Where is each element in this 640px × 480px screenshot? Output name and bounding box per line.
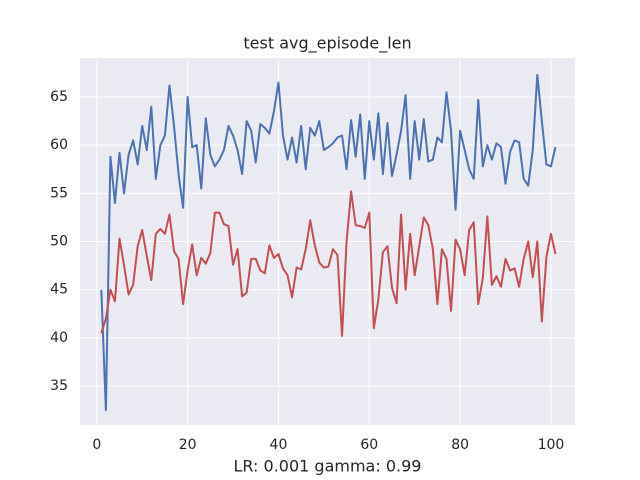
- y-tick-label: 55: [50, 185, 68, 201]
- y-tick-label: 40: [50, 330, 68, 346]
- y-tick-label: 60: [50, 137, 68, 153]
- x-tick-label: 20: [179, 437, 197, 453]
- chart-title: test avg_episode_len: [243, 34, 411, 54]
- y-tick-label: 45: [50, 282, 68, 298]
- data-line: [100, 73, 557, 412]
- x-tick-label: 0: [92, 437, 101, 453]
- x-tick-label: 80: [451, 437, 469, 453]
- x-tick-label: 60: [360, 437, 378, 453]
- x-tick-label: 100: [538, 437, 565, 453]
- y-tick-label: 50: [50, 234, 68, 250]
- data-line: [100, 190, 557, 337]
- y-tick-label: 35: [50, 378, 68, 394]
- x-tick-label: 40: [270, 437, 288, 453]
- x-axis-label: LR: 0.001 gamma: 0.99: [234, 457, 422, 476]
- y-tick-label: 65: [50, 89, 68, 105]
